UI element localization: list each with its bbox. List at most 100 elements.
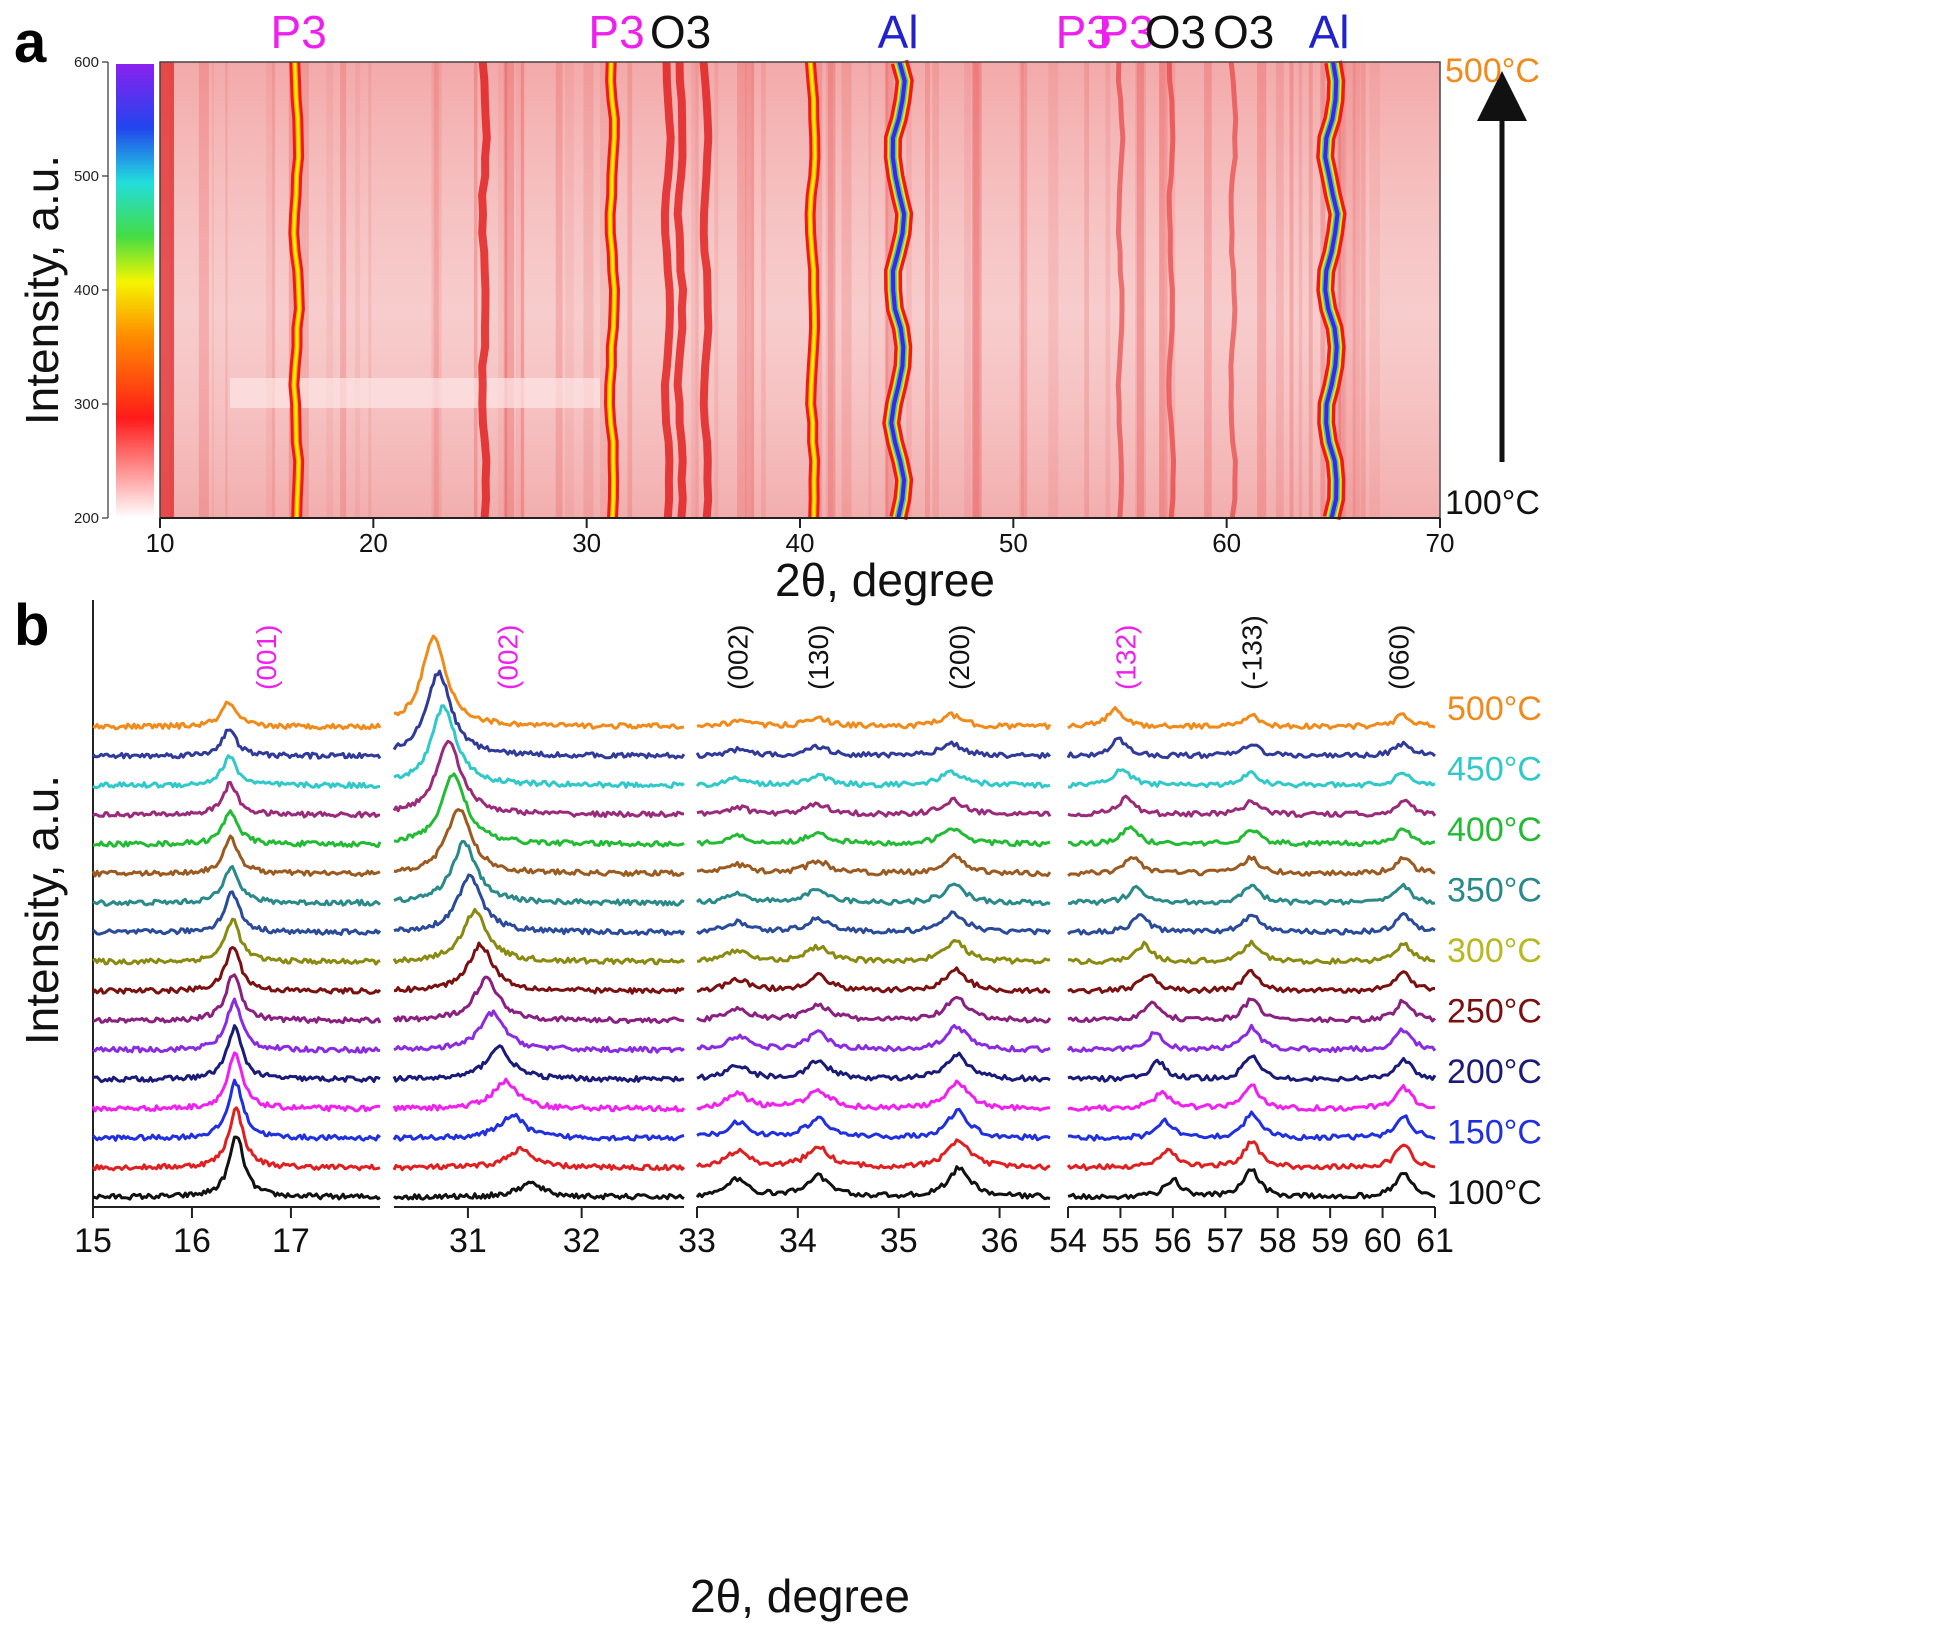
y-tick-label: 400 <box>74 282 99 299</box>
heatmap-band <box>230 378 600 408</box>
heatmap-streak <box>1136 62 1145 518</box>
series-line-300°C <box>392 907 686 966</box>
series-line-150°C <box>91 1078 381 1142</box>
phase-label: P3 <box>1056 6 1112 58</box>
heatmap-peak-line <box>1166 61 1177 519</box>
x-tick-label: 35 <box>880 1222 918 1260</box>
phase-label: O3 <box>1213 6 1274 58</box>
series-line-125°C <box>392 1145 686 1172</box>
series-line-375°C <box>91 834 381 878</box>
heatmap-peak-core <box>292 61 301 519</box>
x-tick-label: 70 <box>1426 528 1455 558</box>
panel-a-label: a <box>14 10 47 75</box>
heatmap-streak <box>825 62 834 518</box>
heatmap-streak <box>515 62 525 518</box>
series-line-100°C <box>695 1165 1051 1201</box>
series-line-175°C <box>392 1077 686 1113</box>
heatmap-streak <box>1289 62 1294 518</box>
series-line-475°C <box>695 740 1052 760</box>
series-line-125°C <box>695 1138 1051 1171</box>
series-line-425°C <box>92 780 381 819</box>
panel-b-axes: 15 16 17 31 32 33 34 35 36 54 55 56 57 58 59 60 61 <box>74 1206 1454 1260</box>
x-tick-label: 59 <box>1311 1222 1349 1260</box>
series-line-125°C <box>91 1106 381 1172</box>
temperature-label: 400°C <box>1447 811 1542 849</box>
x-tick-label: 31 <box>449 1222 487 1260</box>
series-line-350°C <box>695 882 1051 907</box>
series-line-375°C <box>393 808 685 877</box>
heatmap-streak <box>1336 62 1347 518</box>
heatmap-streak <box>211 62 214 518</box>
phase-label: O3 <box>650 6 711 58</box>
panel-a-temp-top: 500°C <box>1445 52 1540 90</box>
series-line-400°C <box>92 809 382 848</box>
hkl-label: (130) <box>803 625 834 690</box>
heatmap-streak <box>751 62 755 518</box>
series-line-200°C <box>392 1044 685 1083</box>
heatmap-streak <box>198 62 209 518</box>
x-tick-label: 60 <box>1364 1222 1402 1260</box>
panel-a-ylabel: Intensity, a.u. <box>16 155 68 425</box>
series-line-200°C <box>696 1051 1051 1083</box>
x-tick-label: 54 <box>1049 1222 1087 1260</box>
series-line-100°C <box>1067 1168 1436 1201</box>
series-line-375°C <box>1067 855 1436 877</box>
series-line-425°C <box>696 796 1052 818</box>
heatmap-streak <box>1105 62 1111 518</box>
series-line-400°C <box>393 772 685 848</box>
temperature-label: 500°C <box>1447 690 1542 728</box>
panel-a-x-ticks: 10 20 30 40 50 60 70 <box>146 518 1455 558</box>
series-line-275°C <box>1067 968 1436 995</box>
heatmap-streak <box>583 62 594 518</box>
heatmap-streak <box>1338 62 1341 518</box>
series-line-150°C <box>392 1112 685 1142</box>
series-line-250°C <box>1067 997 1437 1024</box>
series-line-425°C <box>1067 794 1437 819</box>
series-line-500°C <box>1067 706 1436 730</box>
heatmap-streak <box>971 62 982 518</box>
x-tick-label: 55 <box>1102 1222 1140 1260</box>
series-line-225°C <box>393 1009 685 1054</box>
heatmap-streak <box>964 62 971 518</box>
series-line-100°C <box>92 1135 381 1201</box>
series-line-150°C <box>1067 1110 1436 1142</box>
panel-b-label: b <box>14 593 49 658</box>
heatmap-streak <box>300 62 309 518</box>
x-tick-label: 30 <box>572 528 601 558</box>
panel-a-heatmap <box>159 59 1441 521</box>
heatmap-peak-core <box>808 61 817 519</box>
series-line-450°C <box>695 769 1051 789</box>
heatmap-streak <box>225 62 228 518</box>
series-line-350°C <box>92 865 381 907</box>
heatmap-streak <box>473 62 478 518</box>
x-tick-label: 17 <box>272 1222 310 1260</box>
heatmap-peak-core <box>1323 61 1340 519</box>
heatmap-streak <box>433 62 439 518</box>
x-tick-label: 10 <box>146 528 175 558</box>
heatmap-streak <box>1337 62 1345 518</box>
heatmap-streak <box>1048 62 1059 518</box>
heatmap-streak <box>340 62 347 518</box>
heatmap-peak-line <box>1228 61 1239 519</box>
x-tick-label: 15 <box>74 1222 112 1260</box>
heatmap-streak <box>266 62 275 518</box>
series-line-475°C <box>1066 736 1436 760</box>
heatmap-streak <box>520 62 524 518</box>
series-line-425°C <box>392 739 685 819</box>
y-tick-label: 200 <box>74 510 99 527</box>
heatmap-streak <box>1352 62 1361 518</box>
series-line-225°C <box>1066 1023 1437 1054</box>
panel-b-xlabel: 2θ, degree <box>690 1570 910 1622</box>
heatmap-peak-line <box>699 61 713 519</box>
heatmap-streak <box>1345 62 1356 518</box>
x-tick-label: 58 <box>1259 1222 1297 1260</box>
x-tick-label: 56 <box>1154 1222 1192 1260</box>
hkl-label: (001) <box>251 625 282 690</box>
temperature-label: 250°C <box>1447 993 1542 1031</box>
heatmap-peak-line <box>673 61 688 519</box>
y-tick-label: 600 <box>74 54 99 71</box>
heatmap-streak <box>1018 62 1024 518</box>
series-line-275°C <box>91 946 382 995</box>
heatmap-streak <box>973 62 980 518</box>
